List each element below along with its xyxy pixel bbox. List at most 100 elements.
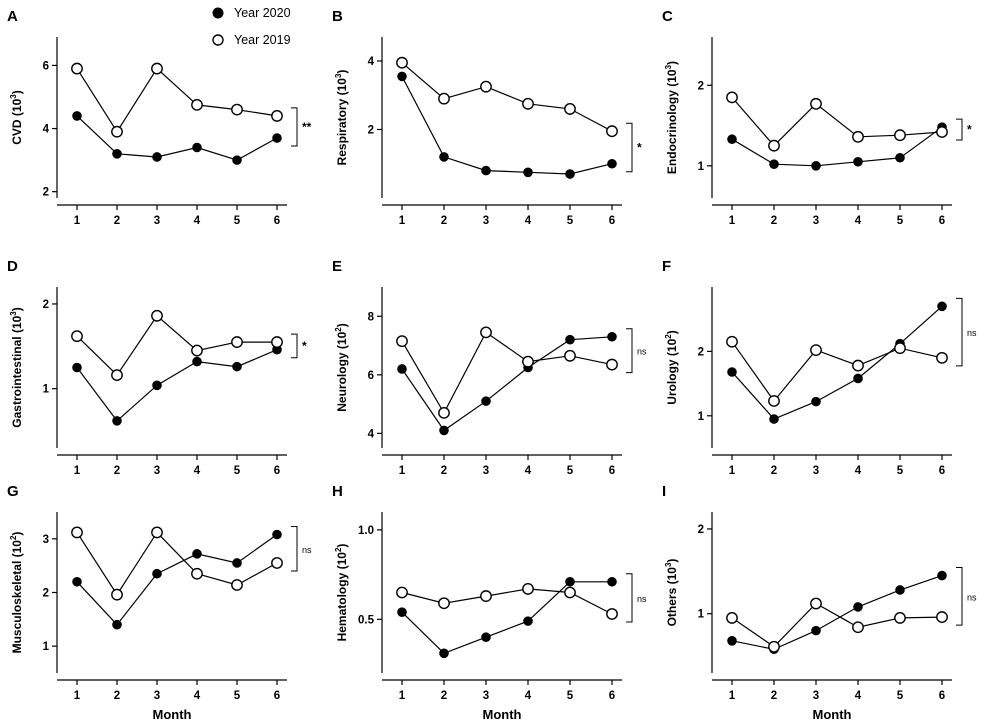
data-point-2019-c: [936, 126, 948, 138]
data-point-2020-h: [397, 607, 407, 617]
y-axis-label-g: Musculoskeletal (102): [9, 532, 24, 654]
x-tick-label-h: 5: [567, 690, 574, 702]
x-tick-label-d: 2: [114, 465, 120, 477]
y-tick-label-b: 2: [368, 124, 374, 136]
data-point-2020-d: [192, 356, 202, 367]
y-axis-label-b: Respiratory (103): [334, 70, 349, 166]
data-point-2019-a: [111, 125, 123, 138]
data-point-2020-f: [937, 301, 947, 312]
data-point-2019-g: [111, 588, 123, 601]
data-point-2019-i: [852, 621, 864, 634]
x-axis-label-g: Month: [153, 707, 192, 720]
data-point-2020-h: [523, 616, 533, 626]
data-point-2019-h: [522, 583, 534, 595]
series-line-2019-b: [401, 62, 613, 132]
x-tick-label-c: 1: [729, 215, 736, 227]
y-tick-label-f: 1: [698, 411, 705, 423]
data-point-2019-c: [894, 129, 906, 142]
panel-letter-e: E: [332, 258, 342, 275]
data-point-2020-f: [853, 373, 863, 384]
y-tick-label-i: 1: [698, 609, 705, 621]
significance-label-a: **: [302, 120, 312, 134]
x-tick-label-a: 4: [194, 215, 201, 227]
x-tick-label-g: 2: [114, 690, 120, 702]
significance-label-i: ns: [967, 592, 977, 602]
significance-bracket-e: [626, 328, 633, 374]
panel-letter-b: B: [332, 8, 343, 25]
data-point-2019-b: [480, 80, 492, 93]
data-point-2020-i: [853, 602, 863, 612]
data-point-2019-c: [768, 139, 780, 152]
x-tick-label-d: 5: [234, 465, 241, 477]
panel-letter-h: H: [332, 483, 343, 500]
data-point-2019-a: [191, 98, 203, 111]
data-point-2019-g: [151, 526, 163, 539]
panel-a: A 2 4 6 1 2 3 4 5 6 CVD (103) **: [7, 8, 312, 227]
data-point-2020-a: [72, 111, 82, 121]
panel-letter-f: F: [662, 258, 671, 275]
data-point-2019-i: [894, 612, 906, 624]
series-line-2019-c: [731, 97, 943, 147]
data-point-2020-h: [607, 576, 617, 587]
data-point-2020-i: [895, 585, 905, 595]
data-point-2019-c: [852, 130, 864, 143]
x-tick-label-i: 4: [855, 690, 862, 702]
y-axis-label-a: CVD (103): [9, 90, 24, 144]
panel-i: I 1 2 1 2 3 4 5 6 Others (103) Month ns: [662, 483, 977, 722]
significance-label-g: ns: [302, 545, 312, 555]
x-tick-label-a: 3: [154, 215, 160, 227]
x-tick-label-i: 5: [897, 690, 904, 702]
data-point-2020-g: [112, 619, 122, 630]
y-tick-label-i: 2: [698, 524, 704, 536]
data-point-2020-f: [769, 414, 779, 424]
data-point-2019-b: [606, 125, 618, 138]
data-point-2019-f: [852, 359, 864, 372]
data-point-2019-f: [810, 344, 822, 357]
data-point-2019-d: [151, 309, 163, 322]
y-tick-label-g: 1: [43, 641, 50, 653]
y-tick-label-g: 3: [43, 534, 49, 546]
x-axis-label-i: Month: [813, 707, 852, 720]
data-point-2019-e: [480, 326, 492, 339]
legend: Year 2020 Year 2019: [212, 6, 291, 47]
y-axis-label-d: Gastrointestinal (103): [9, 307, 24, 427]
panel-g: G 1 2 3 1 2 3 4 5 6 Musculoskeletal (102) Month ns: [7, 483, 312, 722]
x-tick-label-i: 1: [729, 690, 736, 702]
x-tick-label-f: 6: [939, 465, 945, 477]
data-point-2019-e: [396, 335, 408, 348]
data-point-2020-c: [769, 159, 779, 169]
y-axis-label-e: Neurology (102): [334, 323, 349, 411]
panel-letter-c: C: [662, 8, 673, 25]
x-tick-label-e: 1: [399, 465, 406, 477]
data-point-2019-f: [768, 395, 780, 407]
data-point-2019-g: [231, 579, 243, 591]
x-tick-label-a: 5: [234, 215, 241, 227]
data-point-2020-a: [272, 133, 282, 143]
data-point-2020-e: [397, 364, 407, 374]
data-point-2019-i: [810, 597, 822, 610]
data-point-2020-b: [439, 152, 449, 162]
data-point-2019-a: [231, 103, 243, 116]
significance-bracket-h: [626, 573, 633, 623]
y-axis-label-c: Endocrinology (103): [664, 61, 679, 174]
y-tick-label-a: 4: [43, 124, 50, 136]
x-tick-label-f: 1: [729, 465, 736, 477]
data-point-2020-f: [811, 396, 821, 407]
data-point-2019-c: [810, 97, 822, 110]
data-point-2019-a: [71, 62, 83, 75]
data-point-2019-b: [396, 56, 408, 69]
x-tick-label-h: 2: [441, 690, 447, 702]
significance-label-f: ns: [967, 328, 977, 338]
y-axis-label-f: Urology (102): [664, 330, 679, 404]
data-point-2019-d: [111, 369, 123, 382]
data-point-2019-d: [271, 336, 283, 348]
data-point-2020-b: [397, 71, 407, 82]
x-tick-label-h: 6: [609, 690, 615, 702]
significance-bracket-g: [291, 526, 298, 572]
legend-marker-2019: [212, 34, 224, 46]
significance-bracket-d: [291, 333, 298, 359]
panel-f: F 1 2 1 2 3 4 5 6 Urology (102) ns: [662, 258, 977, 477]
x-tick-label-b: 4: [525, 215, 532, 227]
y-tick-label-d: 2: [43, 299, 49, 311]
